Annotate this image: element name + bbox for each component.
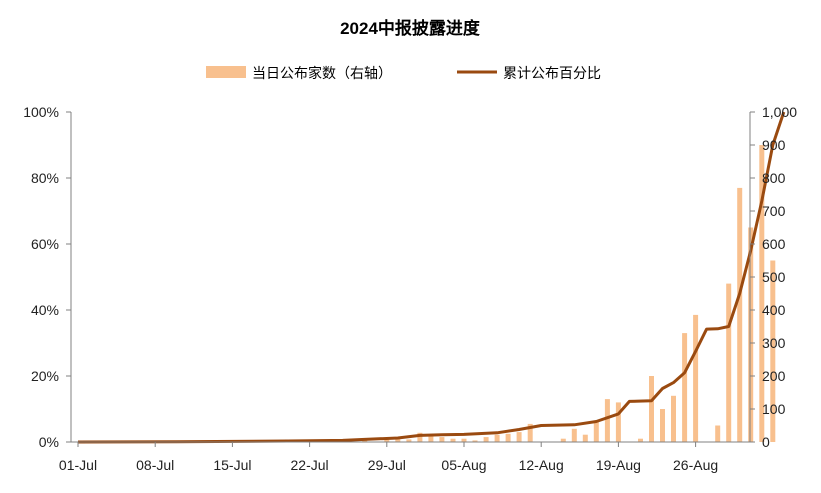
daily-bar <box>671 395 676 442</box>
legend-label-cumulative: 累计公布百分比 <box>503 65 601 81</box>
daily-bar <box>660 409 665 442</box>
y-left-tick-label: 40% <box>31 302 59 318</box>
y-right-tick-label: 700 <box>762 203 786 219</box>
y-left-tick-label: 80% <box>31 170 59 186</box>
x-tick-label: 15-Jul <box>213 457 251 473</box>
daily-bar <box>472 440 478 442</box>
daily-bar <box>395 438 401 442</box>
x-tick-label: 19-Aug <box>596 457 641 473</box>
y-left-tick-label: 60% <box>31 236 59 252</box>
y-left-ticks: 0% 20% 40% 60% 80% 100% <box>23 104 71 450</box>
y-right-tick-label: 500 <box>762 269 786 285</box>
y-right-tick-label: 1,000 <box>762 104 797 120</box>
legend-label-daily: 当日公布家数（右轴） <box>252 65 392 81</box>
y-left-tick-label: 100% <box>23 104 59 120</box>
daily-bar <box>406 439 412 442</box>
daily-bar <box>483 437 489 442</box>
daily-bar <box>560 438 566 442</box>
y-left-tick-label: 0% <box>39 434 59 450</box>
y-right-tick-label: 0 <box>762 434 770 450</box>
daily-bar <box>582 434 588 442</box>
bar-series <box>174 145 776 443</box>
y-right-tick-label: 100 <box>762 401 786 417</box>
daily-bar <box>428 436 434 442</box>
daily-bar <box>770 260 776 442</box>
cumulative-line <box>77 111 786 444</box>
x-tick-label: 01-Jul <box>59 457 97 473</box>
daily-bar <box>615 402 621 442</box>
daily-bar <box>384 439 390 442</box>
x-tick-label: 05-Aug <box>441 457 486 473</box>
y-right-ticks: 0 100 200 300 400 500 600 700 800 900 1,000 <box>750 104 797 450</box>
y-right-tick-label: 800 <box>762 170 786 186</box>
daily-bar <box>759 145 765 442</box>
daily-bar <box>726 283 732 442</box>
daily-bar <box>682 333 688 442</box>
x-tick-label: 12-Aug <box>519 457 564 473</box>
legend: 当日公布家数（右轴） 累计公布百分比 <box>206 65 601 81</box>
daily-bar <box>571 428 577 442</box>
daily-bar <box>748 227 754 442</box>
daily-bar <box>362 440 368 442</box>
y-right-tick-label: 300 <box>762 335 786 351</box>
daily-bar <box>638 438 643 442</box>
x-tick-label: 08-Jul <box>136 457 174 473</box>
y-right-tick-label: 600 <box>762 236 786 252</box>
legend-swatch-daily <box>206 66 246 78</box>
daily-bar <box>693 314 699 442</box>
daily-bar <box>417 432 423 442</box>
daily-bar <box>505 433 511 443</box>
y-left-tick-label: 20% <box>31 368 59 384</box>
y-right-tick-label: 400 <box>762 302 786 318</box>
daily-bar <box>527 423 533 442</box>
daily-bar <box>450 438 456 442</box>
x-tick-label: 29-Jul <box>368 457 406 473</box>
x-tick-label: 22-Jul <box>291 457 329 473</box>
x-tick-label: 26-Aug <box>673 457 718 473</box>
daily-bar <box>516 432 522 442</box>
daily-bar <box>649 376 654 442</box>
daily-bar <box>737 187 743 442</box>
y-right-tick-label: 900 <box>762 137 786 153</box>
daily-bar <box>715 425 721 442</box>
x-ticks: 01-Jul 08-Jul 15-Jul 22-Jul 29-Jul 05-Aug 12-A… <box>59 442 718 473</box>
y-right-tick-label: 200 <box>762 368 786 384</box>
daily-bar <box>439 437 445 442</box>
daily-bar <box>494 434 500 442</box>
daily-bar <box>461 438 467 442</box>
daily-bar <box>604 399 610 442</box>
chart-title: 2024中报披露进度 <box>340 18 481 38</box>
daily-bar <box>593 420 599 442</box>
